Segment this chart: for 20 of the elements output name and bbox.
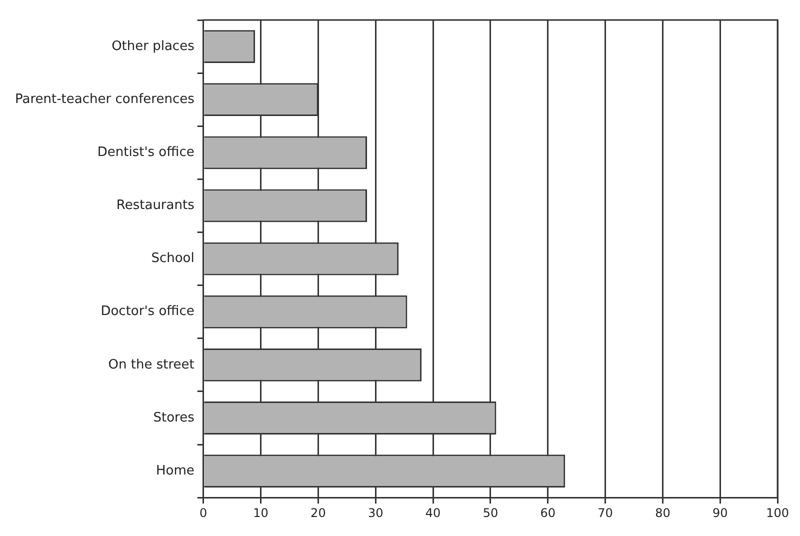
y-tick-label: School — [151, 251, 194, 266]
x-tick-label: 20 — [310, 506, 326, 520]
x-tick-label: 10 — [253, 506, 268, 520]
y-tick-label: Parent-teacher conferences — [15, 92, 195, 107]
x-tick-label: 0 — [200, 506, 208, 520]
x-tick-label: 80 — [655, 506, 670, 520]
x-tick-label: 40 — [425, 506, 441, 520]
y-tick-label: Doctor's office — [100, 304, 194, 320]
y-tick-label: Dentist's office — [97, 145, 194, 160]
x-tick-label: 100 — [766, 506, 789, 520]
x-tick-label: 90 — [712, 506, 728, 520]
y-tick-label: Stores — [153, 410, 195, 426]
y-tick-label: Other places — [112, 38, 195, 54]
y-tick-label: Restaurants — [116, 198, 195, 214]
y-tick-label: On the street — [108, 357, 194, 372]
x-tick-label: 70 — [598, 506, 613, 520]
x-tick-label: 50 — [482, 506, 498, 520]
x-tick-label: 60 — [540, 506, 556, 520]
x-tick-label: 30 — [368, 506, 384, 520]
y-tick-label: Home — [156, 463, 194, 478]
